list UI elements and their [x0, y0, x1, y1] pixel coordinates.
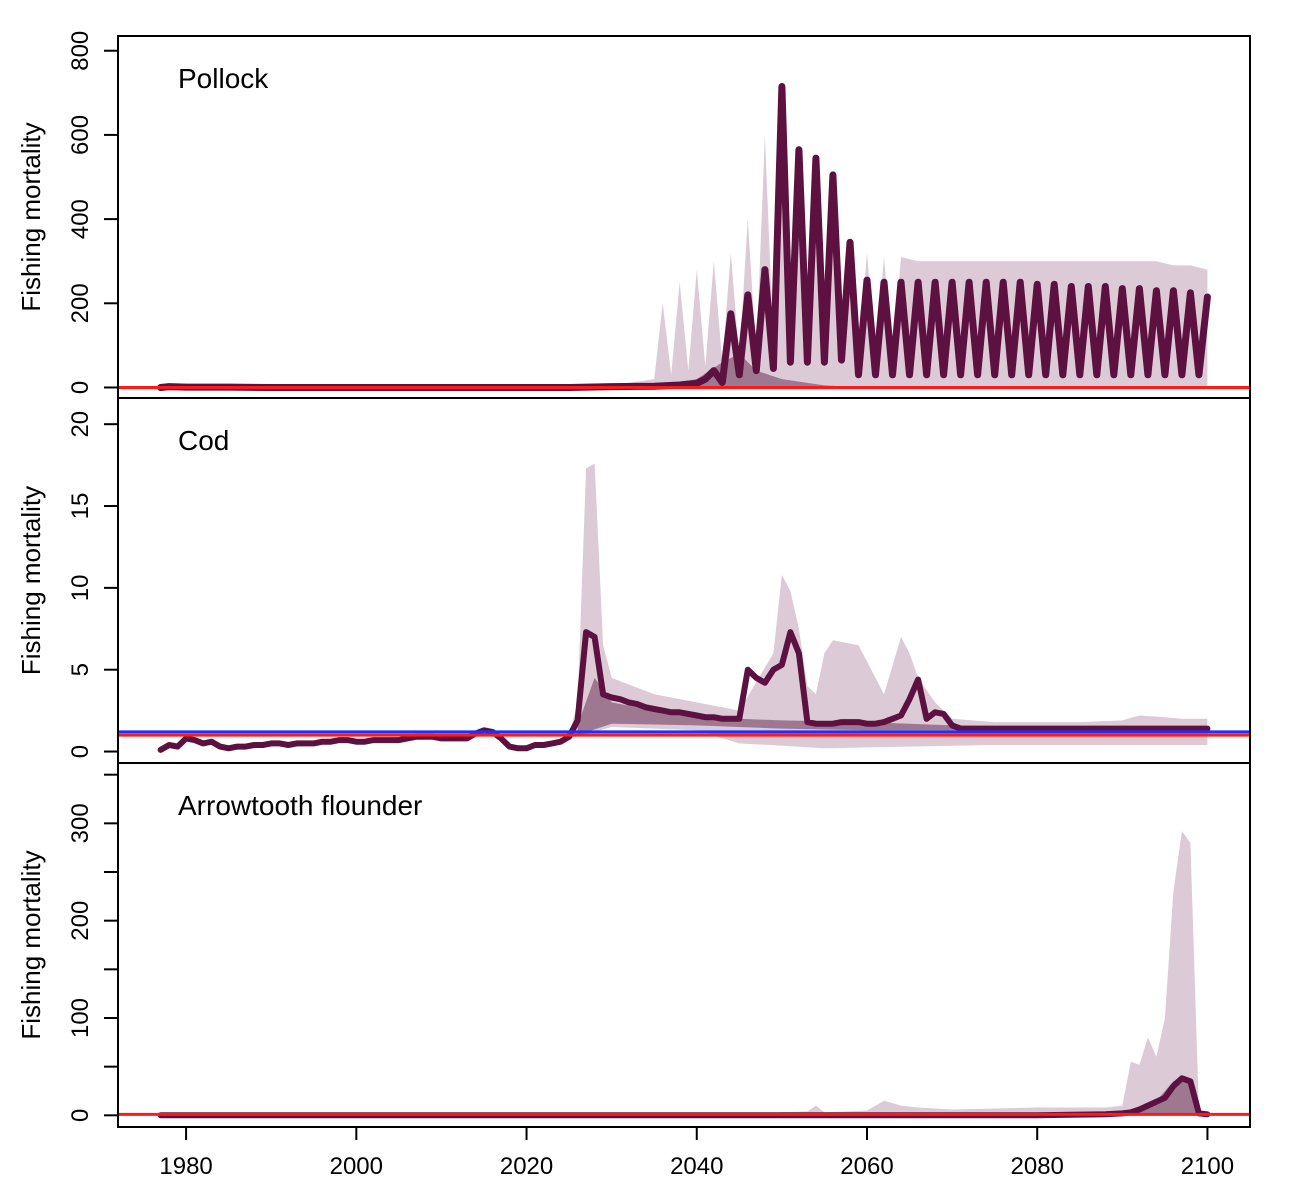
- outer-uncertainty-band: [569, 463, 1208, 749]
- y-tick-label: 300: [67, 803, 94, 843]
- plot-area: [118, 83, 1250, 391]
- y-tick-label: 600: [67, 115, 94, 155]
- x-tick-label: 2040: [670, 1153, 723, 1180]
- x-tick-label: 2100: [1181, 1153, 1234, 1180]
- panel-title: Cod: [178, 425, 229, 456]
- fishing-mortality-series-line: [157, 629, 1211, 753]
- plot-area: [118, 463, 1250, 753]
- y-tick-label: 100: [67, 998, 94, 1038]
- plot-area: [118, 831, 1250, 1119]
- fishing-mortality-series-line: [157, 83, 1211, 391]
- y-tick-label: 800: [67, 31, 94, 71]
- panel-title: Arrowtooth flounder: [178, 790, 422, 821]
- y-tick-label: 200: [67, 901, 94, 941]
- y-tick-label: 0: [67, 745, 94, 758]
- y-axis-label: Fishing mortality: [16, 850, 46, 1039]
- outer-uncertainty-band: [696, 831, 1208, 1116]
- y-tick-label: 200: [67, 283, 94, 323]
- x-tick-label: 1980: [159, 1153, 212, 1180]
- panel-cod: 0 5 10 15 20 Fishing mortality Cod: [16, 397, 1251, 764]
- y-axis-label: Fishing mortality: [16, 486, 46, 675]
- y-tick-label: 15: [67, 493, 94, 520]
- y-axis-label: Fishing mortality: [16, 122, 46, 311]
- y-tick-label: 0: [67, 381, 94, 394]
- y-tick-label: 5: [67, 663, 94, 676]
- y-tick-label: 10: [67, 575, 94, 602]
- x-tick-label: 2020: [500, 1153, 553, 1180]
- panel-pollock: 0 200 400 600 800 Fishing mortality Pollock: [16, 31, 1251, 399]
- y-tick-label: 400: [67, 199, 94, 239]
- inner-uncertainty-band: [1122, 1076, 1199, 1116]
- panel-frame: [117, 762, 1251, 1128]
- x-tick-label: 2080: [1011, 1153, 1064, 1180]
- panel-title: Pollock: [178, 63, 269, 94]
- x-tick-label: 2000: [330, 1153, 383, 1180]
- x-tick-label: 2060: [840, 1153, 893, 1180]
- panel-arrowtooth-flounder: 0 100 200 300 Fishing mortality Arrowtooth fl…: [16, 762, 1251, 1128]
- y-tick-label: 0: [67, 1109, 94, 1122]
- y-tick-label: 20: [67, 411, 94, 438]
